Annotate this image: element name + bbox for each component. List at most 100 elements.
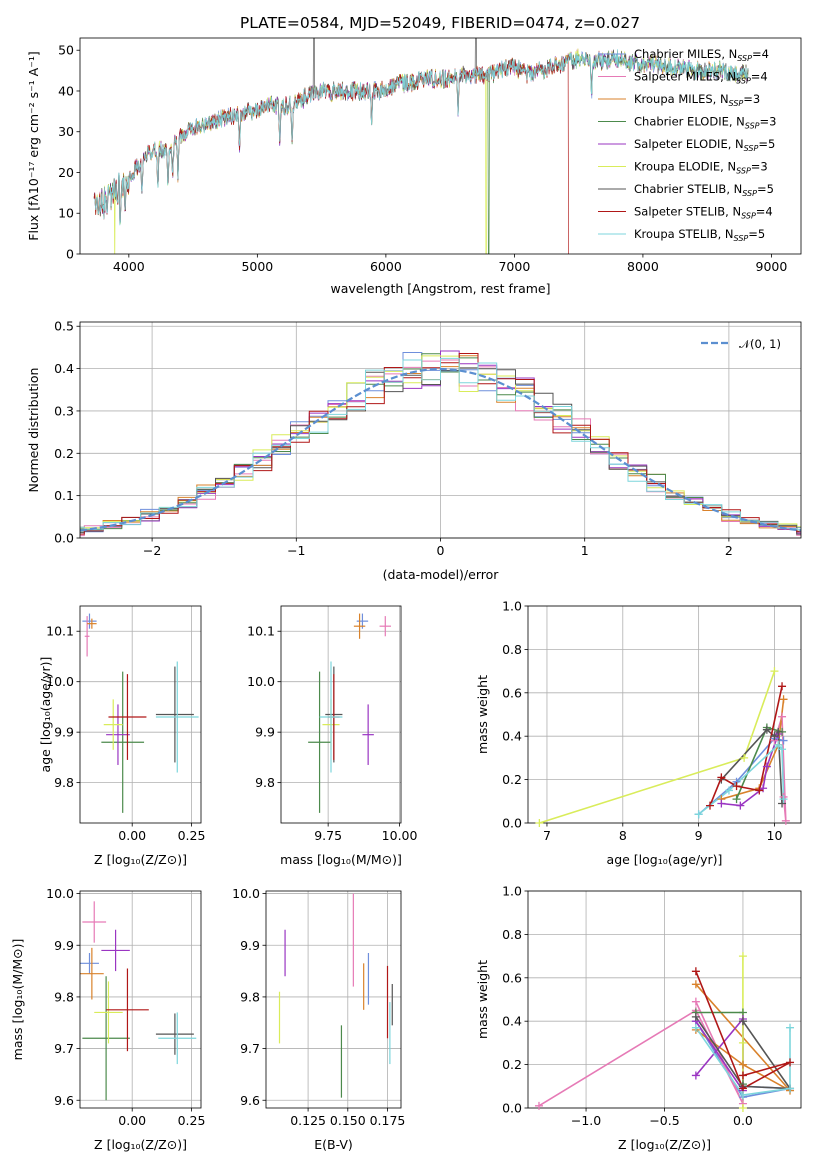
mass-weight-marker (778, 799, 787, 808)
mass-weight-marker (738, 1071, 747, 1080)
mass-weight-marker (691, 967, 700, 976)
x-axis-label: (data-model)/error (383, 567, 500, 582)
mass-vs-extinction-axes-frame (265, 890, 402, 1109)
mass-weight-marker (732, 782, 741, 791)
age-vs-mass-axes-plot-area (308, 613, 391, 813)
mass-weight-marker (770, 667, 779, 676)
x-axis-label: age [log₁₀(age/yr)] (607, 852, 723, 867)
spectrum-axes-frame (79, 37, 802, 255)
mass-weight-marker (778, 745, 787, 754)
x-tick-label: 0.175 (370, 1113, 406, 1128)
mass-weight-marker (738, 1060, 747, 1069)
mass-weight-marker (755, 786, 764, 795)
x-tick-label: 10.00 (382, 828, 418, 843)
age-vs-mass-axes-frame (280, 605, 402, 824)
mass-weight-marker (779, 695, 788, 704)
mass-weight-marker (738, 1017, 747, 1026)
spectrum-axes: 4000 5000 6000 7000 8000 9000 0 10 20 30 40 50 wavel… (26, 37, 802, 296)
y-tick-label: 0.2 (502, 1057, 522, 1072)
mass-weight-marker (691, 980, 700, 989)
mass-weight-vs-age-axes-frame (527, 605, 802, 824)
y-tick-label: 0.3 (54, 403, 74, 418)
figure-title: PLATE=0584, MJD=52049, FIBERID=0474, z=0… (240, 14, 640, 32)
y-tick-label: 10.0 (232, 886, 260, 901)
mass-weight-marker (786, 1058, 795, 1067)
mass-vs-metallicity-axes: 0.00 0.25 9.6 9.7 9.8 9.9 10.0 Z [log₁₀(Z/Z⊙)] m… (10, 886, 205, 1152)
residual-axes-plot-area (80, 350, 801, 537)
spectrum-series-line (93, 49, 749, 226)
y-tick-label: 0.0 (502, 816, 522, 831)
age-vs-metallicity-axes-frame (79, 605, 202, 824)
legend-entry: Kroupa ELODIE, NSSP=3 (634, 160, 768, 176)
mass-weight-marker (694, 810, 703, 819)
x-tick-label: 9 (695, 828, 703, 843)
mass-weight-marker (738, 952, 747, 961)
x-tick-label: 9.75 (314, 828, 342, 843)
mass-weight-vs-metallicity-axes: −1.0 −0.5 0.0 0.0 0.2 0.4 0.6 0.8 1.0 Z [log₁₀(Z/… (475, 884, 802, 1152)
x-tick-label: 0.25 (178, 1113, 206, 1128)
y-tick-label: 10 (58, 206, 74, 221)
y-tick-label: 0.6 (502, 970, 522, 985)
y-tick-label: 9.8 (54, 989, 74, 1004)
mass-weight-series-line (695, 1027, 791, 1096)
y-tick-label: 0.2 (502, 772, 522, 787)
x-tick-label: 8000 (627, 259, 659, 274)
y-axis-label: Normed distribution (26, 368, 41, 493)
y-tick-label: 9.8 (240, 989, 260, 1004)
x-tick-label: −1.0 (571, 1113, 601, 1128)
mass-weight-series-line (709, 686, 783, 806)
mass-vs-extinction-axes-plot-area (278, 893, 393, 1098)
legend-entry: 𝒩(0, 1) (739, 337, 781, 351)
y-tick-label: 9.7 (240, 1041, 260, 1056)
legend-entry: Salpeter ELODIE, NSSP=5 (634, 137, 775, 153)
y-tick-label: 10.0 (247, 674, 275, 689)
mass-weight-vs-age-axes-plot-area (539, 670, 787, 823)
x-axis-label: wavelength [Angstrom, rest frame] (330, 281, 550, 296)
x-tick-label: 9000 (756, 259, 788, 274)
legend-entry: Salpeter MILES, NSSP=4 (634, 70, 768, 86)
y-tick-label: 9.9 (240, 938, 260, 953)
mass-weight-marker (778, 712, 787, 721)
y-tick-label: 10.1 (46, 624, 74, 639)
y-tick-label: 50 (58, 43, 74, 58)
legend-entry: Kroupa MILES, NSSP=3 (634, 92, 760, 108)
mass-weight-marker (786, 1023, 795, 1032)
y-tick-label: 0.0 (502, 1101, 522, 1116)
mass-weight-marker (736, 801, 745, 810)
mass-weight-series-line (539, 670, 776, 823)
y-tick-label: 0.4 (54, 361, 74, 376)
y-tick-label: 40 (58, 83, 74, 98)
y-tick-label: 10.0 (46, 674, 74, 689)
x-tick-label: 1 (581, 543, 589, 558)
y-tick-label: 9.6 (54, 1093, 74, 1108)
mass-weight-marker (774, 740, 783, 749)
mass-weight-marker (717, 799, 726, 808)
y-tick-label: 20 (58, 165, 74, 180)
mass-weight-marker (535, 819, 544, 827)
legend-entry: Kroupa STELIB, NSSP=5 (634, 227, 765, 243)
age-vs-mass-axes: 9.75 10.00 9.8 9.9 10.0 10.1 mass [log₁₀(M/M⊙)… (247, 605, 418, 867)
gaussian-reference-curve (80, 367, 801, 532)
x-axis-label: Z [log₁₀(Z/Z⊙)] (94, 1137, 187, 1152)
y-tick-label: 0.4 (502, 1014, 522, 1029)
legend-entry: Chabrier MILES, NSSP=4 (634, 47, 769, 63)
y-tick-label: 9.9 (255, 725, 275, 740)
mass-weight-vs-metallicity-axes-plot-area (538, 956, 792, 1108)
x-tick-label: 5000 (241, 259, 273, 274)
x-tick-label: −2 (143, 543, 161, 558)
x-tick-label: 7000 (498, 259, 530, 274)
y-tick-label: 0.8 (502, 642, 522, 657)
mass-weight-marker (706, 801, 714, 810)
y-axis-label: age [log₁₀(age/yr)] (38, 657, 53, 773)
y-tick-label: 10.1 (247, 624, 275, 639)
mass-weight-marker (717, 773, 726, 782)
y-tick-label: 30 (58, 124, 74, 139)
mass-vs-metallicity-axes-frame (79, 890, 202, 1109)
mass-weight-marker (534, 1101, 543, 1110)
y-tick-label: 9.8 (255, 775, 275, 790)
x-tick-label: −0.5 (649, 1113, 679, 1128)
mass-weight-marker (762, 725, 771, 734)
mass-weight-marker (781, 816, 790, 825)
y-tick-label: 0 (66, 247, 74, 262)
